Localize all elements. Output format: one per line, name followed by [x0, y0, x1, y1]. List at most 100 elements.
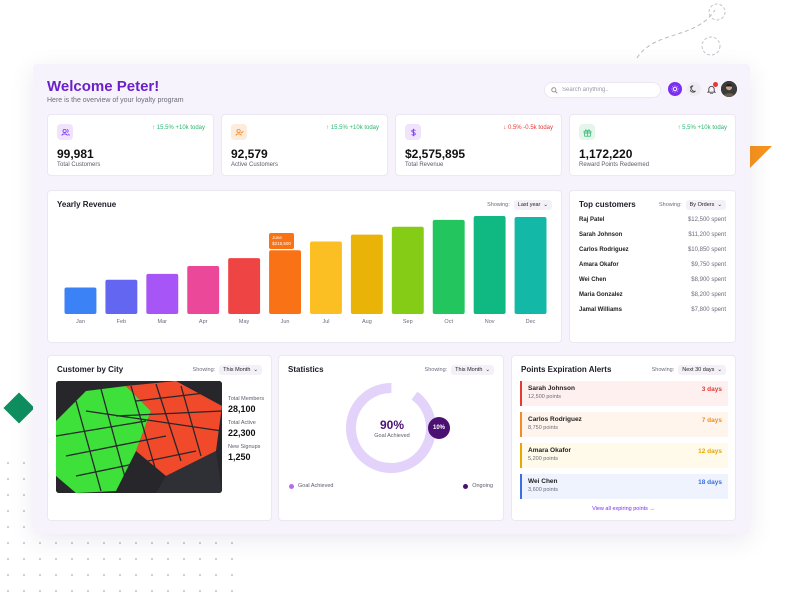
- stat-change: ↑ 15.5% +10k today: [326, 125, 379, 131]
- customer-name: Maria Gonzalez: [579, 292, 623, 298]
- customer-row[interactable]: Jamal Williams $7,800 spent: [579, 307, 726, 313]
- bar-aug[interactable]: [350, 234, 383, 314]
- notifications-button[interactable]: [704, 82, 718, 96]
- bar-dec[interactable]: [514, 216, 547, 314]
- customer-amount: $7,800 spent: [691, 307, 726, 313]
- chevron-down-icon: ⌄: [543, 202, 548, 208]
- alert-days: 18 days: [698, 479, 722, 486]
- legend-label: Goal Achieved: [298, 483, 334, 489]
- showing-label: Showing:: [487, 202, 510, 208]
- metric-value: 28,100: [228, 404, 256, 414]
- city-map[interactable]: [56, 381, 222, 493]
- alert-days: 12 days: [698, 448, 722, 455]
- alert-days: 7 days: [701, 417, 722, 424]
- showing-label: Showing:: [651, 367, 675, 373]
- alerts-period-select[interactable]: Next 30 days ⌄: [678, 365, 726, 375]
- dollar-icon: [405, 124, 421, 140]
- x-tick-label: Mar: [158, 319, 168, 325]
- customer-name: Raj Patel: [579, 217, 605, 223]
- customer-amount: $10,850 spent: [687, 247, 726, 253]
- search-input[interactable]: [562, 87, 657, 93]
- metric-value: 1,250: [228, 452, 251, 462]
- alert-item[interactable]: Wei Chen 3,600 points 18 days: [520, 474, 728, 499]
- customer-row[interactable]: Raj Patel $12,500 spent: [579, 217, 726, 223]
- bar-sep[interactable]: [391, 226, 424, 314]
- bar-mar[interactable]: [146, 273, 179, 314]
- x-tick-label: Apr: [199, 319, 208, 325]
- bar-jun[interactable]: [269, 250, 301, 314]
- customer-row[interactable]: Amara Okafor $9,750 spent: [579, 262, 726, 268]
- alert-item[interactable]: Carlos Rodriguez 8,750 points 7 days: [520, 412, 728, 437]
- customers-sort-select[interactable]: By Orders ⌄: [685, 200, 726, 210]
- x-tick-label: Dec: [526, 319, 536, 325]
- stat-value: 99,981: [57, 147, 94, 161]
- customer-name: Jamal Williams: [579, 307, 622, 313]
- alert-points: 5,200 points: [528, 456, 558, 462]
- customer-amount: $8,200 spent: [691, 292, 726, 298]
- alert-item[interactable]: Amara Okafor 5,200 points 12 days: [520, 443, 728, 468]
- customer-row[interactable]: Wei Chen $8,900 spent: [579, 277, 726, 283]
- bar-nov[interactable]: [473, 216, 506, 314]
- points-expiration-card: Points Expiration Alerts Showing: Next 3…: [511, 355, 736, 521]
- metric-label: New Signups: [228, 444, 261, 450]
- stat-card-reward-points: ↑ 5.5% +10k today 1,172,220 Reward Point…: [569, 114, 736, 176]
- legend-dot: [289, 483, 294, 489]
- revenue-period-select[interactable]: Last year ⌄: [513, 200, 552, 210]
- alert-customer-name: Wei Chen: [528, 478, 558, 485]
- customer-amount: $12,500 spent: [687, 217, 726, 223]
- alert-item[interactable]: Sarah Johnson 12,500 points 3 days: [520, 381, 728, 406]
- view-all-expiring-link[interactable]: View all expiring points →: [592, 506, 655, 512]
- x-tick-label: Jul: [322, 319, 329, 325]
- chevron-down-icon: ⌄: [717, 202, 722, 208]
- customer-row[interactable]: Carlos Rodriguez $10,850 spent: [579, 247, 726, 253]
- search-box[interactable]: [544, 82, 661, 98]
- dark-mode-button[interactable]: [687, 82, 701, 96]
- bar-apr[interactable]: [187, 265, 220, 314]
- bar-may[interactable]: [228, 258, 261, 314]
- select-value: This Month: [455, 367, 483, 373]
- user-avatar[interactable]: [721, 81, 737, 97]
- bar-jul[interactable]: [310, 241, 342, 314]
- stat-change-text: 15.5% +10k today: [156, 125, 205, 131]
- alerts-filter: Showing: Next 30 days ⌄: [652, 365, 726, 375]
- customer-name: Carlos Rodriguez: [579, 247, 629, 253]
- city-filter: Showing: This Month ⌄: [193, 365, 262, 375]
- alert-customer-name: Amara Okafor: [528, 447, 571, 454]
- showing-label: Showing:: [658, 202, 682, 208]
- stat-card-total-customers: ↑ 15.5% +10k today 99,981 Total Customer…: [47, 114, 214, 176]
- customer-row[interactable]: Sarah Johnson $11,200 spent: [579, 232, 726, 238]
- notification-badge: [713, 82, 718, 87]
- bar-feb[interactable]: [105, 279, 138, 314]
- stat-card-active-customers: ↑ 15.5% +10k today 92,579 Active Custome…: [221, 114, 388, 176]
- statistics-period-select[interactable]: This Month ⌄: [451, 365, 494, 375]
- customer-amount: $8,900 spent: [691, 277, 726, 283]
- legend-label: Ongoing: [472, 483, 493, 489]
- tooltip-month: June: [272, 235, 282, 241]
- customer-name: Wei Chen: [579, 277, 607, 283]
- ongoing-percent: 10%: [432, 425, 445, 431]
- user-photo-icon: [721, 81, 737, 97]
- customer-row[interactable]: Maria Gonzalez $8,200 spent: [579, 292, 726, 298]
- x-tick-label: Jun: [281, 319, 290, 325]
- theme-toggle-button[interactable]: [668, 82, 682, 96]
- stat-value: $2,575,895: [405, 147, 466, 161]
- legend-dot: [463, 483, 469, 489]
- x-tick-label: Feb: [117, 319, 126, 325]
- customer-name: Sarah Johnson: [579, 232, 623, 238]
- chevron-down-icon: ⌄: [253, 367, 258, 373]
- statistics-card: Statistics Showing: This Month ⌄ 90% Goal…: [278, 355, 504, 521]
- stat-label: Reward Points Redeemed: [579, 162, 650, 168]
- bar-oct[interactable]: [432, 219, 465, 314]
- user-check-icon: [231, 124, 247, 140]
- city-period-select[interactable]: This Month ⌄: [219, 365, 262, 375]
- select-value: By Orders: [689, 202, 715, 208]
- page-subtitle: Here is the overview of your loyalty pro…: [47, 97, 184, 104]
- tooltip-value: $215,500: [272, 241, 291, 247]
- x-tick-label: Oct: [444, 319, 453, 325]
- bar-jan[interactable]: [64, 287, 97, 314]
- revenue-filter: Showing: Last year ⌄: [487, 200, 552, 210]
- x-tick-label: Sep: [403, 319, 413, 325]
- donut-center-label: Goal Achieved: [374, 433, 410, 439]
- card-title: Yearly Revenue: [57, 200, 117, 209]
